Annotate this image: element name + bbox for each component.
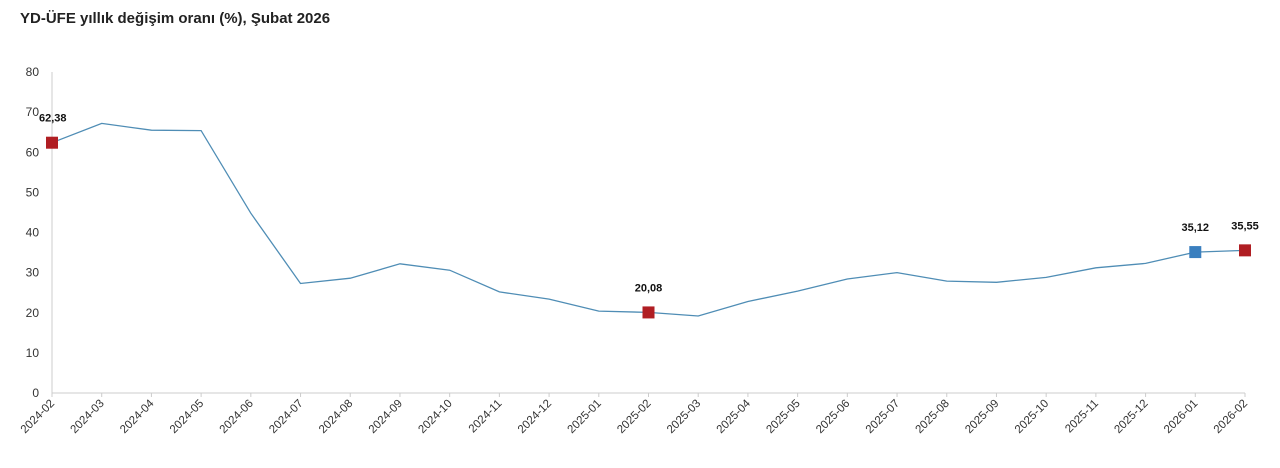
x-tick-label: 2025-01 [566, 398, 604, 436]
x-tick-label: 2024-08 [317, 398, 355, 436]
x-tick-label: 2025-12 [1112, 398, 1150, 436]
y-tick-label: 40 [26, 226, 40, 240]
x-tick-label: 2024-02 [19, 398, 57, 436]
y-tick-label: 30 [26, 266, 40, 280]
data-label: 20,08 [635, 282, 663, 294]
data-point-marker [46, 136, 58, 149]
y-tick-label: 50 [26, 185, 40, 199]
y-tick-label: 20 [26, 306, 40, 320]
data-label: 35,55 [1231, 220, 1259, 232]
x-tick-label: 2026-01 [1162, 398, 1200, 436]
highlight-markers [46, 136, 1251, 319]
x-tick-label: 2024-10 [416, 398, 454, 436]
x-tick-label: 2024-05 [168, 398, 206, 436]
x-tick-label: 2024-07 [267, 398, 305, 436]
x-axis-ticks: 2024-02 2024-03 2024-04 2024-05 2024-06 2024-… [19, 393, 1250, 436]
data-label: 35,12 [1182, 222, 1210, 234]
y-tick-label: 0 [32, 386, 39, 400]
y-axis-ticks: 0 10 20 30 40 50 60 70 80 [26, 65, 40, 400]
x-tick-label: 2025-11 [1063, 398, 1101, 436]
x-tick-label: 2025-08 [914, 398, 952, 436]
data-label: 62,38 [39, 113, 67, 125]
chart-axes [51, 72, 1245, 394]
data-point-marker [1189, 246, 1202, 259]
x-tick-label: 2024-06 [218, 398, 256, 436]
x-tick-label: 2025-09 [963, 398, 1001, 436]
y-tick-label: 10 [26, 346, 40, 360]
x-tick-label: 2024-09 [367, 398, 405, 436]
x-tick-label: 2025-05 [764, 398, 802, 436]
x-tick-label: 2024-04 [118, 397, 157, 436]
x-tick-label: 2025-07 [864, 398, 902, 436]
y-tick-label: 70 [26, 105, 40, 119]
y-tick-label: 60 [26, 145, 40, 159]
chart-title: YD-ÜFE yıllık değişim oranı (%), Şubat 2… [20, 10, 331, 27]
x-tick-label: 2025-03 [665, 398, 703, 436]
x-tick-label: 2025-06 [814, 398, 852, 436]
x-tick-label: 2024-11 [467, 398, 505, 436]
x-tick-label: 2025-02 [615, 398, 653, 436]
data-point-marker [1239, 244, 1251, 257]
data-point-marker [642, 306, 655, 319]
x-tick-label: 2024-03 [68, 398, 106, 436]
x-tick-label: 2026-02 [1212, 398, 1250, 436]
x-tick-label: 2024-12 [516, 398, 554, 436]
x-tick-label: 2025-04 [715, 397, 754, 436]
x-tick-label: 2025-10 [1013, 398, 1051, 436]
y-tick-label: 80 [26, 65, 40, 79]
data-labels: 62,38 20,08 35,12 35,55 [39, 113, 1259, 295]
